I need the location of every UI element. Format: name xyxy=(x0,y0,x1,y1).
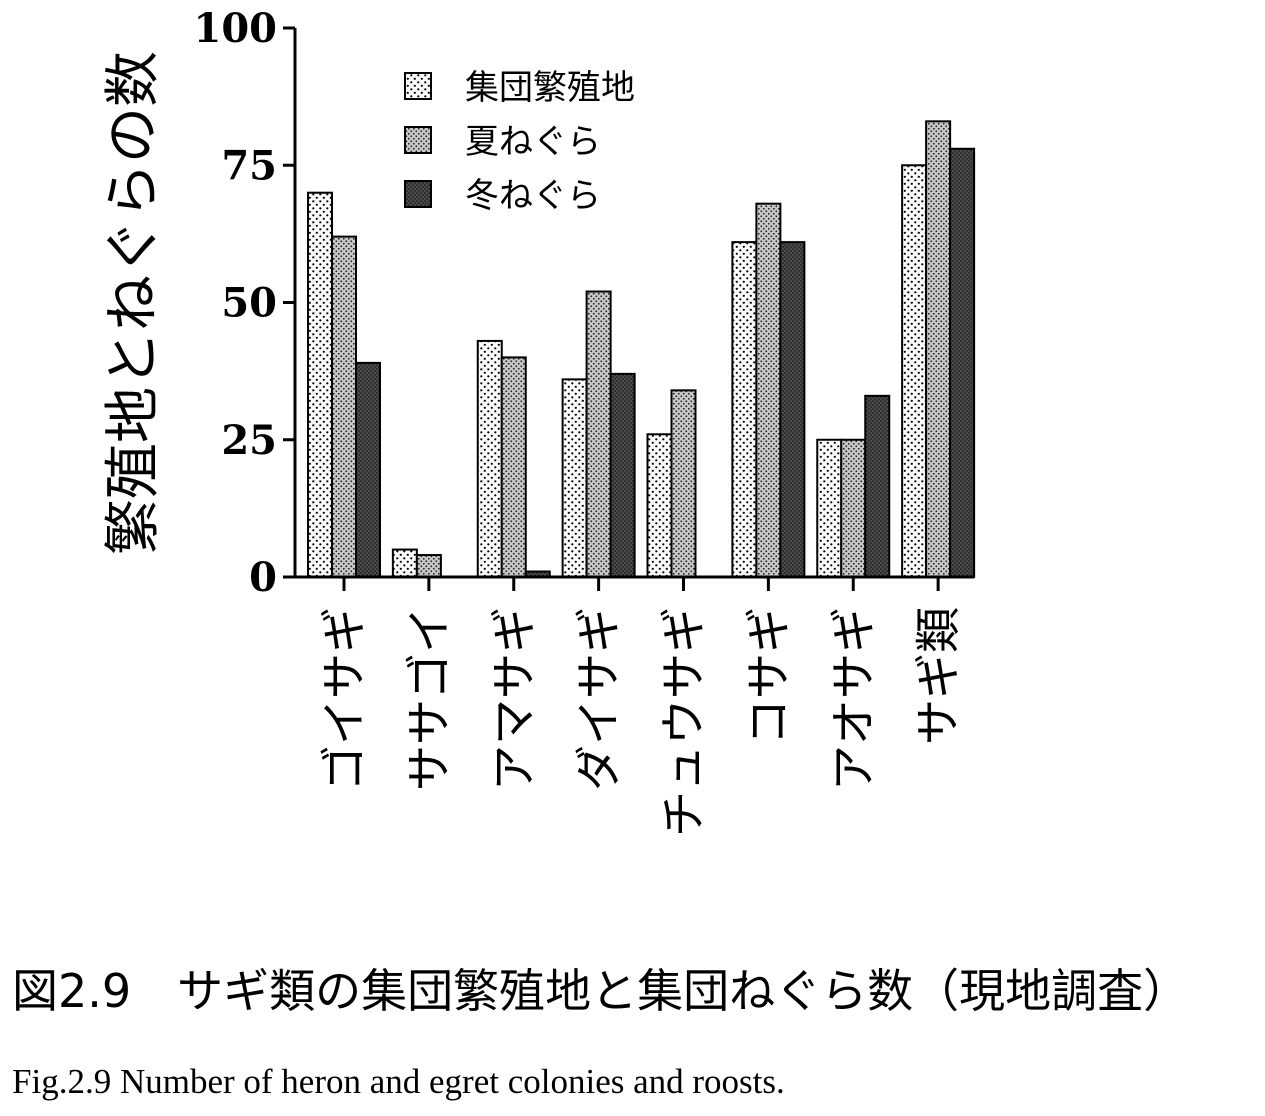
x-category-label: アマサギ xyxy=(487,607,541,791)
bar-1-1 xyxy=(307,191,333,578)
legend-label-1: 集団繁殖地 xyxy=(465,68,635,108)
bar-2-5 xyxy=(670,389,697,578)
bars xyxy=(307,120,976,579)
legend-swatch-1 xyxy=(404,72,432,100)
legend-label-2: 夏ねぐら xyxy=(465,122,601,162)
bar-1-8 xyxy=(901,164,928,578)
legend-swatch-2 xyxy=(404,126,432,154)
x-category-label: ササゴイ xyxy=(402,607,456,791)
bar-1-2 xyxy=(391,548,418,578)
bar-chart: 繁殖地とねぐらの数 0 25 50 75 100 ゴイサギ ササゴイ アマサギ ダイサギ チュウ… xyxy=(101,5,976,837)
legend-swatch-3 xyxy=(404,180,432,208)
bar-2-6 xyxy=(755,202,782,578)
bar-1-5 xyxy=(646,433,673,579)
bar-2-8 xyxy=(925,120,952,579)
bar-1-6 xyxy=(731,241,758,579)
legend-label-3: 冬ねぐら xyxy=(465,176,601,216)
y-tick-label: 100 xyxy=(194,5,278,52)
y-tick-label: 25 xyxy=(221,417,277,464)
bar-1-3 xyxy=(476,339,503,578)
x-category-label: ゴイサギ xyxy=(317,607,371,791)
bar-1-7 xyxy=(816,438,843,578)
x-category-label: ダイサギ xyxy=(572,607,626,791)
bar-2-3 xyxy=(500,356,527,578)
bar-3-1 xyxy=(355,361,381,579)
y-tick-label: 0 xyxy=(249,554,277,601)
bar-3-8 xyxy=(949,147,976,578)
bar-3-7 xyxy=(864,394,891,578)
x-category-label: コサギ xyxy=(741,607,795,745)
x-labels: ゴイサギ ササゴイ アマサギ ダイサギ チュウサギ コサギ アオサギ サギ類 xyxy=(317,607,965,837)
y-tick-label: 75 xyxy=(221,142,277,189)
x-category-label: チュウサギ xyxy=(657,607,711,837)
bar-3-6 xyxy=(779,241,806,579)
bar-2-2 xyxy=(415,554,442,578)
figure-caption-english: Fig.2.9 Number of heron and egret coloni… xyxy=(12,1062,785,1101)
figure-caption-japanese: 図2.9 サギ類の集団繁殖地と集団ねぐら数（現地調査） xyxy=(12,964,1190,1018)
x-category-label: アオサギ xyxy=(826,607,880,791)
bar-1-4 xyxy=(561,378,588,578)
bar-2-7 xyxy=(840,438,867,578)
bar-2-4 xyxy=(585,290,612,578)
x-ticks xyxy=(342,577,940,591)
y-tick-label: 50 xyxy=(221,280,277,327)
bar-3-4 xyxy=(609,372,636,578)
x-category-label: サギ類 xyxy=(911,607,965,745)
bar-2-1 xyxy=(331,235,357,578)
y-ticks: 0 25 50 75 100 xyxy=(194,5,295,601)
y-axis-label: 繁殖地とねぐらの数 xyxy=(101,51,166,555)
